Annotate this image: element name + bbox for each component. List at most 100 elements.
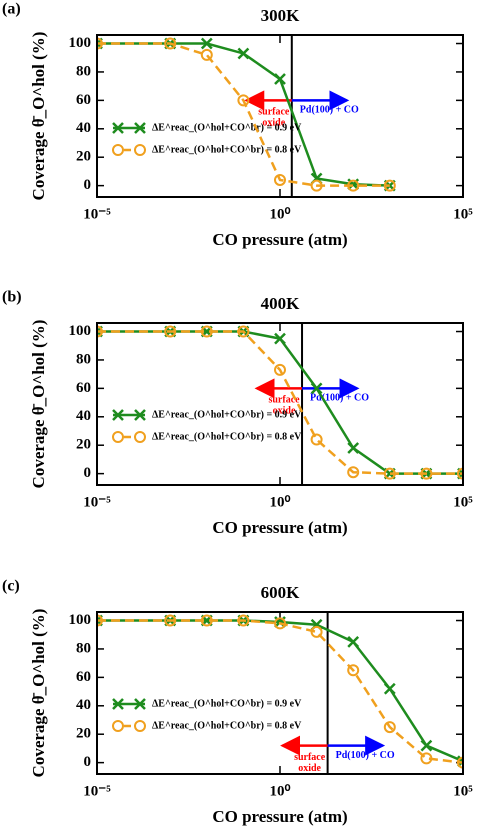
marker	[310, 382, 323, 395]
annotation: Pd(100) + CO	[336, 750, 395, 761]
legend-label: ΔE^reac_(O^hol+CO^br) = 0.9 eV	[152, 698, 302, 709]
marker	[200, 37, 213, 50]
y-tick-label: 60	[76, 380, 91, 396]
annotation: oxide	[298, 763, 321, 774]
marker	[274, 332, 286, 345]
x-tick-label: 10⁰	[269, 783, 290, 799]
marker	[420, 739, 433, 752]
marker	[420, 752, 433, 765]
y-tick-label: 60	[76, 92, 91, 108]
legend-marker	[134, 720, 146, 732]
marker	[164, 37, 177, 50]
marker	[347, 664, 360, 677]
y-tick-label: 40	[76, 120, 91, 136]
marker	[97, 325, 103, 338]
legend-label: ΔE^reac_(O^hol+CO^br) = 0.8 eV	[152, 431, 302, 442]
marker	[383, 467, 396, 480]
y-tick-label: 20	[76, 149, 91, 165]
marker	[97, 37, 103, 50]
y-axis-label: Coverage θ̄_O^hol (%)	[29, 32, 48, 201]
marker	[383, 179, 396, 192]
marker	[310, 625, 323, 638]
marker	[347, 179, 360, 192]
y-tick-label: 80	[76, 640, 91, 656]
y-tick-label: 0	[84, 177, 92, 193]
y-tick-label: 0	[84, 465, 92, 481]
x-tick-label: 10⁵	[453, 494, 473, 510]
legend-marker	[112, 720, 124, 732]
y-axis-label: Coverage θ̄_O^hol (%)	[29, 320, 48, 489]
annotation: Pd(100) + CO	[310, 393, 369, 404]
x-tick-label: 10⁵	[453, 206, 473, 222]
series-line	[97, 619, 463, 763]
legend-marker	[112, 122, 146, 134]
chart-title: 400K	[261, 294, 301, 313]
legend-marker	[112, 409, 146, 421]
legend-marker	[112, 698, 146, 710]
legend-marker	[112, 144, 124, 156]
marker	[383, 721, 396, 734]
marker	[420, 467, 433, 480]
marker	[310, 179, 323, 192]
legend-marker	[112, 431, 124, 443]
x-tick-label: 10⁻⁵	[83, 494, 111, 510]
y-tick-label: 80	[76, 63, 91, 79]
marker	[237, 47, 250, 60]
legend-marker	[134, 144, 146, 156]
y-tick-label: 60	[76, 669, 91, 685]
y-tick-label: 20	[76, 437, 91, 453]
marker	[164, 614, 177, 627]
y-tick-label: 40	[76, 697, 91, 713]
panel-label: (b)	[2, 289, 22, 306]
marker	[97, 614, 103, 627]
legend-marker	[134, 431, 146, 443]
marker	[274, 617, 286, 630]
marker	[237, 94, 250, 107]
marker	[237, 325, 250, 338]
marker	[310, 433, 323, 446]
marker	[237, 614, 250, 627]
panel-label: (a)	[2, 1, 21, 18]
legend-label: ΔE^reac_(O^hol+CO^br) = 0.9 eV	[152, 409, 302, 420]
marker	[347, 635, 360, 648]
plot-frame	[96, 322, 464, 486]
y-tick-label: 100	[69, 35, 92, 51]
plot-frame	[96, 34, 464, 198]
x-tick-label: 10⁰	[269, 206, 290, 222]
annotation: oxide	[262, 118, 285, 129]
y-tick-label: 20	[76, 726, 91, 742]
x-tick-label: 10⁻⁵	[83, 206, 111, 222]
annotation: oxide	[273, 406, 296, 417]
marker	[200, 48, 213, 61]
series-line	[97, 619, 463, 764]
series-line	[97, 330, 463, 475]
y-tick-label: 0	[84, 754, 92, 770]
panel-label: (c)	[2, 578, 20, 595]
series-line	[97, 42, 390, 187]
marker	[200, 325, 213, 338]
chart-title: 600K	[261, 583, 301, 602]
x-tick-label: 10⁵	[453, 783, 473, 799]
marker	[347, 466, 360, 479]
y-tick-label: 40	[76, 408, 91, 424]
marker	[347, 442, 360, 454]
x-tick-label: 10⁰	[269, 494, 290, 510]
chart-title: 300K	[261, 6, 301, 25]
annotation: surface	[268, 395, 300, 406]
marker	[383, 682, 396, 695]
x-tick-label: 10⁻⁵	[83, 783, 111, 799]
series-line	[97, 42, 390, 187]
legend-label: ΔE^reac_(O^hol+CO^br) = 0.8 eV	[152, 720, 302, 731]
x-axis-label: CO pressure (atm)	[212, 230, 347, 249]
plot-frame	[96, 611, 464, 775]
y-tick-label: 100	[69, 612, 92, 628]
marker	[164, 325, 177, 338]
annotation: surface	[294, 752, 326, 763]
legend-label: ΔE^reac_(O^hol+CO^br) = 0.8 eV	[152, 144, 302, 155]
marker	[274, 363, 286, 376]
marker	[200, 614, 213, 627]
legend-label: ΔE^reac_(O^hol+CO^br) = 0.9 eV	[152, 122, 302, 133]
x-axis-label: CO pressure (atm)	[212, 518, 347, 537]
marker	[457, 756, 463, 769]
